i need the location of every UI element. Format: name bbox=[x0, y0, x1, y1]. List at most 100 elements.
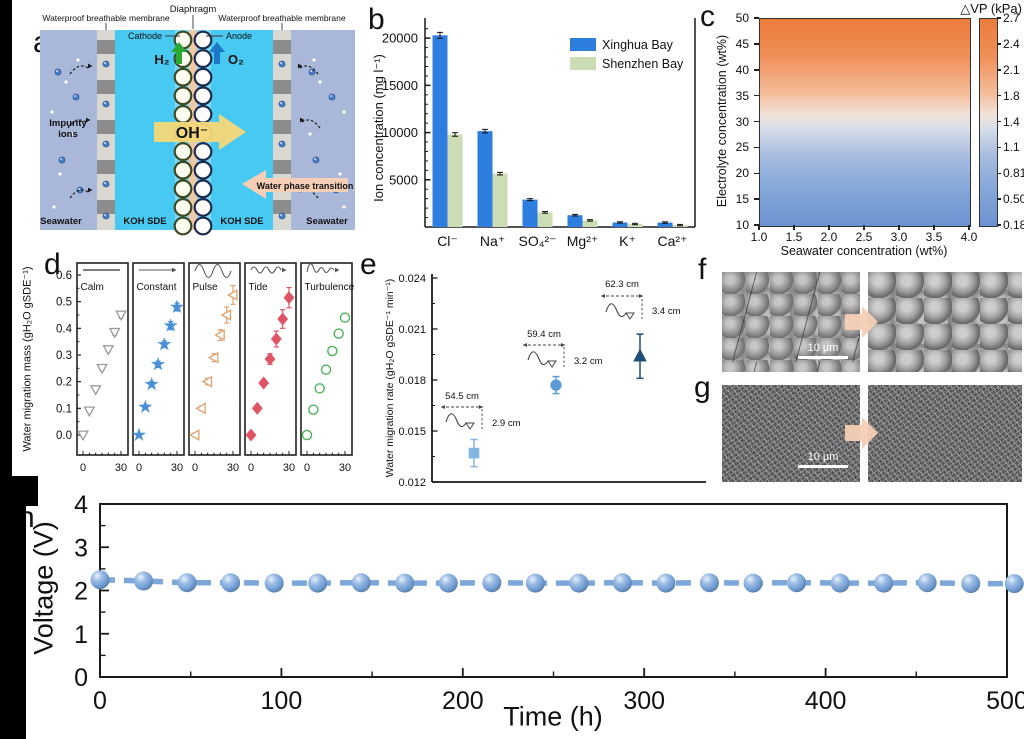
d-ytick: 0.6 bbox=[56, 270, 72, 282]
oh-arrow bbox=[154, 114, 246, 150]
circle bbox=[104, 182, 106, 184]
path bbox=[67, 119, 87, 129]
circle bbox=[173, 86, 193, 106]
impurity-ions-label-2: ions bbox=[58, 129, 78, 140]
tick bbox=[933, 225, 935, 230]
tick-label: 15 bbox=[735, 192, 749, 207]
e-ytick: 0.024 bbox=[398, 273, 426, 285]
h-axes bbox=[99, 503, 1008, 678]
panel-label-f: f bbox=[698, 253, 707, 286]
path bbox=[277, 312, 289, 326]
legend-swatch bbox=[570, 57, 596, 70]
path bbox=[258, 376, 270, 390]
d-points-turbulence bbox=[301, 312, 351, 441]
polygon bbox=[561, 343, 565, 347]
tick bbox=[996, 146, 1001, 149]
panel-e-scatter: 0.012 0.015 0.018 0.021 0.024 54.5 cm 2.9 cm 59… bbox=[398, 273, 706, 489]
circle bbox=[280, 142, 282, 144]
circle bbox=[314, 158, 316, 160]
b-legend: Xinghua Bay Shenzhen Bay bbox=[570, 38, 684, 71]
circle bbox=[328, 93, 336, 101]
polygon bbox=[639, 294, 643, 298]
path bbox=[226, 289, 238, 301]
tick bbox=[754, 120, 759, 123]
h-ytick: 2 bbox=[74, 578, 88, 606]
circle bbox=[327, 345, 338, 357]
amplitude-label: 3.2 cm bbox=[574, 356, 603, 367]
polygon bbox=[138, 399, 153, 414]
path bbox=[445, 413, 467, 428]
d-xtick: 0 bbox=[304, 462, 310, 474]
circle bbox=[102, 140, 110, 148]
circle bbox=[76, 58, 80, 62]
circle bbox=[58, 156, 66, 164]
d-ytick: 0.0 bbox=[56, 430, 72, 442]
path bbox=[301, 119, 321, 129]
legend-label: Xinghua Bay bbox=[602, 38, 674, 52]
tick bbox=[996, 172, 1001, 174]
path bbox=[194, 263, 232, 279]
b-category-label: Cl⁻ bbox=[437, 233, 458, 249]
panel-b-bar-chart: 5000 10000 15000 20000 Cl⁻ Na⁺ SO₄²⁻ Mg²⁺ K⁺ Ca²⁺… bbox=[382, 18, 696, 249]
e-axes bbox=[431, 274, 706, 483]
bar-series1 bbox=[477, 131, 493, 227]
circle bbox=[102, 100, 110, 108]
d-ytick: 0.4 bbox=[56, 323, 73, 335]
circle bbox=[102, 180, 110, 188]
water-phase-label: Water phase transition bbox=[257, 181, 354, 191]
h-sphere bbox=[90, 570, 110, 590]
e-annotation: 54.5 cm 2.9 cm bbox=[441, 391, 521, 430]
tick bbox=[863, 225, 865, 230]
tick bbox=[898, 225, 900, 230]
flow-icon bbox=[250, 266, 287, 274]
panel-c-heatmap: △VP (kPa) Seawater concentration (wt%) 1… bbox=[707, 0, 1024, 262]
path bbox=[633, 348, 647, 362]
g-arrow-shape bbox=[845, 417, 878, 449]
circle bbox=[70, 132, 74, 136]
tick-label: 40 bbox=[735, 62, 749, 77]
circle bbox=[193, 49, 213, 68]
tick-label: 1.4 bbox=[1003, 114, 1020, 129]
h-sphere bbox=[1004, 574, 1024, 594]
circle bbox=[102, 212, 110, 220]
c-x-axis-label: Seawater concentration (wt%) bbox=[780, 244, 948, 258]
e-y-axis-label: Water migration rate (gH₂O gSDE⁻¹ min⁻¹) bbox=[384, 278, 396, 478]
rect bbox=[97, 80, 115, 94]
circle bbox=[52, 205, 56, 209]
circle bbox=[60, 158, 62, 160]
circle bbox=[193, 179, 213, 199]
h-sphere bbox=[525, 573, 545, 593]
circle bbox=[56, 70, 58, 72]
circle bbox=[104, 142, 106, 144]
polygon bbox=[523, 343, 527, 347]
circle bbox=[54, 68, 62, 76]
seawater-left-label: Seawater bbox=[40, 216, 82, 227]
h-sphere bbox=[830, 573, 850, 593]
polygon bbox=[441, 405, 445, 409]
path bbox=[220, 309, 232, 321]
circle bbox=[58, 172, 62, 176]
colorbar bbox=[979, 18, 998, 227]
h-data-line bbox=[99, 576, 1015, 587]
circle bbox=[193, 30, 213, 50]
diaphragm-label: Diaphragm bbox=[170, 4, 217, 15]
path bbox=[108, 327, 121, 339]
h-sphere bbox=[395, 573, 415, 593]
circle bbox=[173, 179, 193, 199]
tick-label: 2.5 bbox=[855, 230, 873, 244]
circle bbox=[193, 86, 213, 106]
circle bbox=[104, 62, 106, 64]
circle bbox=[312, 156, 320, 164]
h-sphere bbox=[569, 573, 589, 593]
d-subpanel-title: Calm bbox=[81, 282, 104, 293]
polygon bbox=[172, 267, 177, 273]
h-sphere bbox=[134, 571, 154, 591]
circle bbox=[173, 216, 193, 236]
tick-label: 3.0 bbox=[890, 230, 908, 244]
h-xtick: 200 bbox=[442, 687, 484, 715]
tick-label: 2.7 bbox=[1003, 11, 1020, 25]
bar-series1 bbox=[522, 199, 538, 227]
tick-label: 20 bbox=[735, 166, 749, 181]
tick bbox=[996, 43, 1001, 45]
